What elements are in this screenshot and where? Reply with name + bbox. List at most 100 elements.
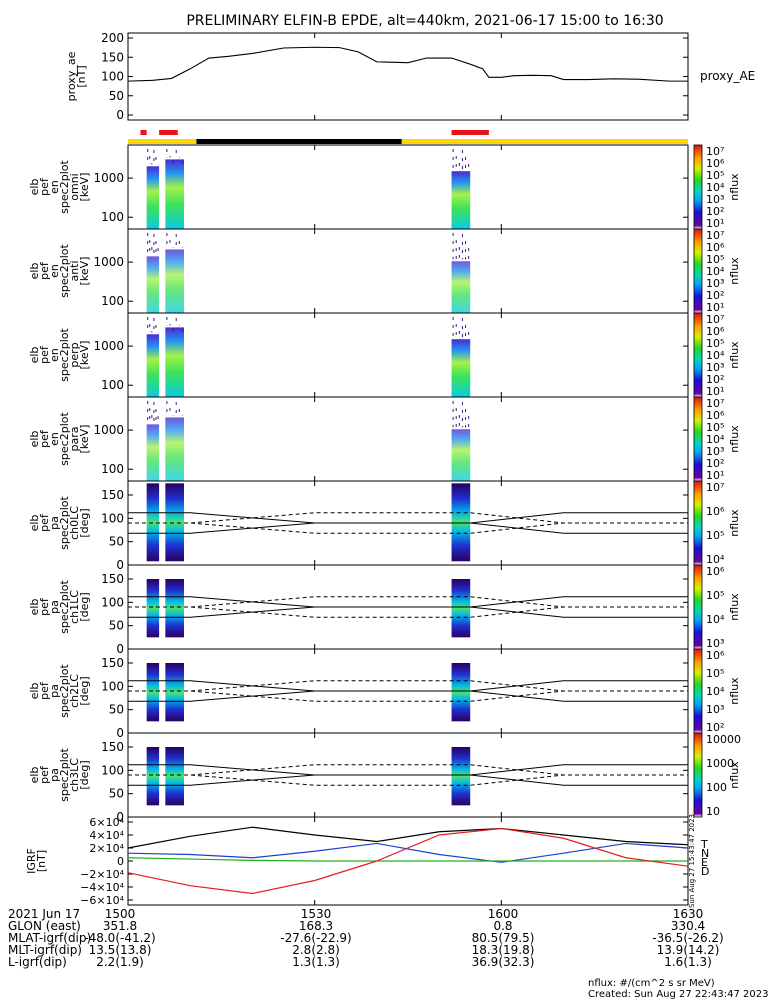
spec-ylabel-line-3: spec2plot (58, 160, 71, 214)
pa-0-cbar-tick: 10⁴ (706, 553, 725, 566)
footer-value: 1.6(1.3) (664, 955, 712, 969)
spec-ytick-label: 100 (101, 462, 124, 476)
spec-ylabel-line-2: en (48, 348, 61, 362)
footer-value: 1.3(1.3) (292, 955, 340, 969)
footer-value: 168.3 (299, 919, 333, 933)
pa-ylabel-line-2: pa (48, 768, 61, 782)
spec-burst-1 (165, 159, 184, 229)
spec-2-cbar-tick: 10⁶ (706, 325, 725, 338)
footer-row-label: GLON (east) (8, 919, 81, 933)
spec-burst-2 (451, 429, 471, 481)
pa-3-cbar-tick: 100 (706, 781, 727, 794)
footer-value: -36.5(-26.2) (652, 931, 723, 945)
pa-ylabel-line-4: ch3LC (68, 758, 81, 792)
spec-ylabel-line-2: en (48, 180, 61, 194)
footer-value: 36.9(32.3) (472, 955, 535, 969)
spec-ylabel-line-5: [keV] (78, 425, 91, 454)
pa-ytick-label: 150 (101, 656, 124, 670)
loss-cone-line-1 (128, 522, 688, 534)
ae-frame (127, 32, 689, 121)
footer-value: 18.3(19.8) (472, 943, 535, 957)
spec-ylabel-line-5: [keV] (78, 173, 91, 202)
pa-ylabel-line-4: ch2LC (68, 674, 81, 708)
spec-ylabel-line-0: elb (28, 347, 41, 364)
pa-ylabel-line-5: [deg] (78, 592, 91, 621)
spec-ytick-label: 1000 (93, 171, 124, 185)
ae-ytick-label: 200 (101, 31, 124, 45)
spec-ytick-label: 100 (101, 210, 124, 224)
igrf-timestamp: Sun Aug 27 15:43:47 2023 (688, 814, 696, 908)
igrf-ytick-label: 6×10⁴ (89, 816, 124, 829)
pa-ytick-label: 0 (116, 642, 124, 656)
pa-ylabel-line-5: [deg] (78, 508, 91, 537)
spec-3-cbar-tick: 10⁴ (706, 433, 725, 446)
spec-burst-0 (146, 424, 160, 481)
pa-3-cbar-label: nflux (728, 761, 741, 789)
footer-value: 1500 (105, 907, 136, 921)
pa-ylabel-line-1: pef (38, 513, 51, 532)
pa-ytick-label: 150 (101, 488, 124, 502)
pa-ytick-label: 100 (101, 763, 124, 777)
pa-burst-1 (165, 579, 184, 638)
pa-ytick-label: 50 (109, 535, 124, 549)
igrf-series-E (127, 857, 688, 862)
spec-burst-2 (451, 339, 471, 397)
pa-burst-2 (451, 747, 471, 806)
spec-ylabel-line-5: [keV] (78, 257, 91, 286)
spec-panel-0: 1000100elbpefenspec2plotomni[keV]10⁷10⁶1… (28, 144, 741, 230)
spec-2-cbar-tick: 10² (706, 373, 724, 386)
spec-0-cbar-tick: 10² (706, 205, 724, 218)
pa-burst-1 (165, 663, 184, 722)
spec-ytick-label: 1000 (93, 423, 124, 437)
plot-title: PRELIMINARY ELFIN-B EPDE, alt=440km, 202… (186, 13, 663, 29)
pitch-angle-panels: 150100500elbpefpaspec2plotch0LC[deg]10⁷1… (28, 480, 741, 824)
spec-0-cbar-tick: 10⁷ (706, 145, 724, 158)
ae-ytick-label: 150 (101, 50, 124, 64)
spec-ylabel-line-4: para (68, 427, 81, 452)
spec-0-cbar-label: nflux (728, 173, 741, 201)
igrf-ytick-label: 4×10⁴ (89, 829, 124, 842)
spec-panel-3: 1000100elbpefenspec2plotpara[keV]10⁷10⁶1… (28, 396, 741, 482)
pa-ytick-label: 150 (101, 572, 124, 586)
loss-cone-line-1 (128, 690, 688, 702)
spec-frame (127, 396, 689, 482)
loss-cone-line-3 (128, 596, 688, 608)
pa-ytick-label: 100 (101, 679, 124, 693)
spec-panel-2: 1000100elbpefenspec2plotperp[keV]10⁷10⁶1… (28, 312, 741, 398)
spec-0-colorbar (693, 144, 703, 230)
spec-ylabel-line-4: anti (68, 260, 81, 281)
pa-ytick-label: 100 (101, 595, 124, 609)
pa-ylabel-line-1: pef (38, 681, 51, 700)
spec-ytick-label: 1000 (93, 339, 124, 353)
status-bar-red (140, 130, 147, 135)
spec-burst-2 (451, 171, 471, 229)
spec-1-cbar-tick: 10³ (706, 277, 724, 290)
spec-0-cbar-tick: 10⁵ (706, 169, 724, 182)
pa-ytick-label: 50 (109, 787, 124, 801)
spec-frame (127, 144, 689, 230)
spec-ylabel-line-2: en (48, 264, 61, 278)
spec-0-cbar-tick: 10⁶ (706, 157, 725, 170)
footer-value: 351.8 (103, 919, 137, 933)
pa-ylabel-line-0: elb (28, 683, 41, 700)
pa-0-cbar-tick: 10⁶ (706, 505, 725, 518)
spec-panel-1: 1000100elbpefenspec2plotanti[keV]10⁷10⁶1… (28, 228, 741, 314)
spec-3-cbar-tick: 10⁵ (706, 421, 724, 434)
pa-1-cbar-tick: 10⁶ (706, 565, 725, 578)
loss-cone-line-1 (128, 606, 688, 618)
spec-burst-0 (146, 334, 160, 397)
pa-ylabel-line-2: pa (48, 684, 61, 698)
igrf-legend-T: T (700, 838, 708, 851)
spec-ylabel-line-3: spec2plot (58, 328, 71, 382)
spec-ytick-label: 100 (101, 378, 124, 392)
pa-ylabel-line-3: spec2plot (58, 580, 71, 634)
pa-ylabel-line-0: elb (28, 515, 41, 532)
footer-row-label: 2021 Jun 17 (8, 907, 80, 921)
spec-0-cbar-tick: 10³ (706, 193, 724, 206)
spec-3-cbar-tick: 10⁶ (706, 409, 725, 422)
spec-1-cbar-tick: 10⁶ (706, 241, 725, 254)
spec-burst-1 (165, 327, 184, 397)
footer-value: 1530 (301, 907, 332, 921)
spec-burst-1 (165, 417, 184, 481)
